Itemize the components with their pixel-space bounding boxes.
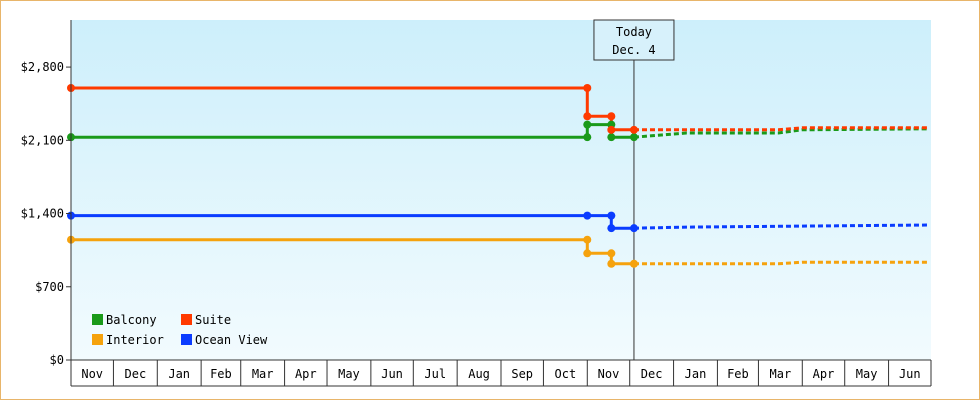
ocean-view-data-point[interactable] [607,211,616,220]
y-tick-label: $700 [35,280,64,294]
suite-legend-swatch [181,314,192,325]
y-tick-label: $0 [50,353,64,367]
balcony-forecast-line [633,127,930,139]
ocean-view-legend-swatch [181,334,192,345]
x-tick-label: Mar [252,367,274,381]
x-tick-label: May [856,367,878,381]
balcony-legend-swatch [92,314,103,325]
plot-area [71,20,931,360]
x-tick-label: Dec [125,367,147,381]
balcony-legend-label: Balcony [106,313,157,327]
x-tick-label: Apr [813,367,835,381]
today-date: Dec. 4 [612,43,655,57]
x-tick-label: Jan [685,367,707,381]
x-tick-label: Jun [899,367,921,381]
balcony-data-point[interactable] [629,133,638,142]
x-tick-label: Jul [424,367,446,381]
suite-data-point[interactable] [607,112,616,121]
x-tick-label: Apr [295,367,317,381]
balcony-data-point[interactable] [583,120,592,129]
ocean-view-data-point[interactable] [583,211,592,220]
balcony-data-point[interactable] [583,133,592,142]
interior-forecast-line [634,260,930,266]
x-tick-label: Feb [727,367,749,381]
x-tick-label: Nov [81,367,103,381]
x-tick-label: Jan [168,367,190,381]
suite-forecast-line [634,126,930,132]
interior-legend-label: Interior [106,333,164,347]
ocean-view-data-point[interactable] [607,224,616,233]
interior-data-point[interactable] [607,259,616,268]
interior-data-point[interactable] [583,235,592,244]
x-axis-ticks: Nov Dec Jan Feb Mar Apr May Jun Jul Aug Sep Oct Nov D… [70,360,932,387]
interior-legend-swatch [92,334,103,345]
interior-data-point[interactable] [629,259,638,268]
suite-data-point[interactable] [583,112,592,121]
ocean-view-forecast-line [633,223,930,230]
legend: Balcony Suite Interior Ocean View [92,313,268,347]
suite-data-point[interactable] [583,84,592,92]
x-tick-label: Dec [641,367,663,381]
x-tick-label: Nov [598,367,620,381]
interior-data-point[interactable] [583,249,592,258]
x-tick-label: Aug [468,367,490,381]
x-tick-label: May [338,367,360,381]
x-tick-label: Mar [770,367,792,381]
x-tick-label: Jun [381,367,403,381]
x-tick-label: Feb [210,367,232,381]
series-points [67,84,638,268]
y-tick-label: $2,800 [21,60,64,74]
today-marker: Today Dec. 4 [593,19,675,360]
ocean-view-legend-label: Ocean View [195,333,268,347]
y-tick-label: $1,400 [21,207,64,221]
balcony-data-point[interactable] [607,133,616,142]
ocean-view-data-point[interactable] [629,224,638,233]
today-box [593,19,675,61]
y-tick-label: $2,100 [21,133,64,147]
x-tick-label: Sep [511,367,533,381]
interior-data-point[interactable] [607,249,616,258]
y-axis-ticks: $0 $700 $1,400 $2,100 $2,800 [21,60,71,367]
suite-data-point[interactable] [629,125,638,134]
suite-data-point[interactable] [607,125,616,134]
today-label: Today [616,25,652,39]
x-tick-label: Oct [555,367,577,381]
suite-legend-label: Suite [195,313,231,327]
